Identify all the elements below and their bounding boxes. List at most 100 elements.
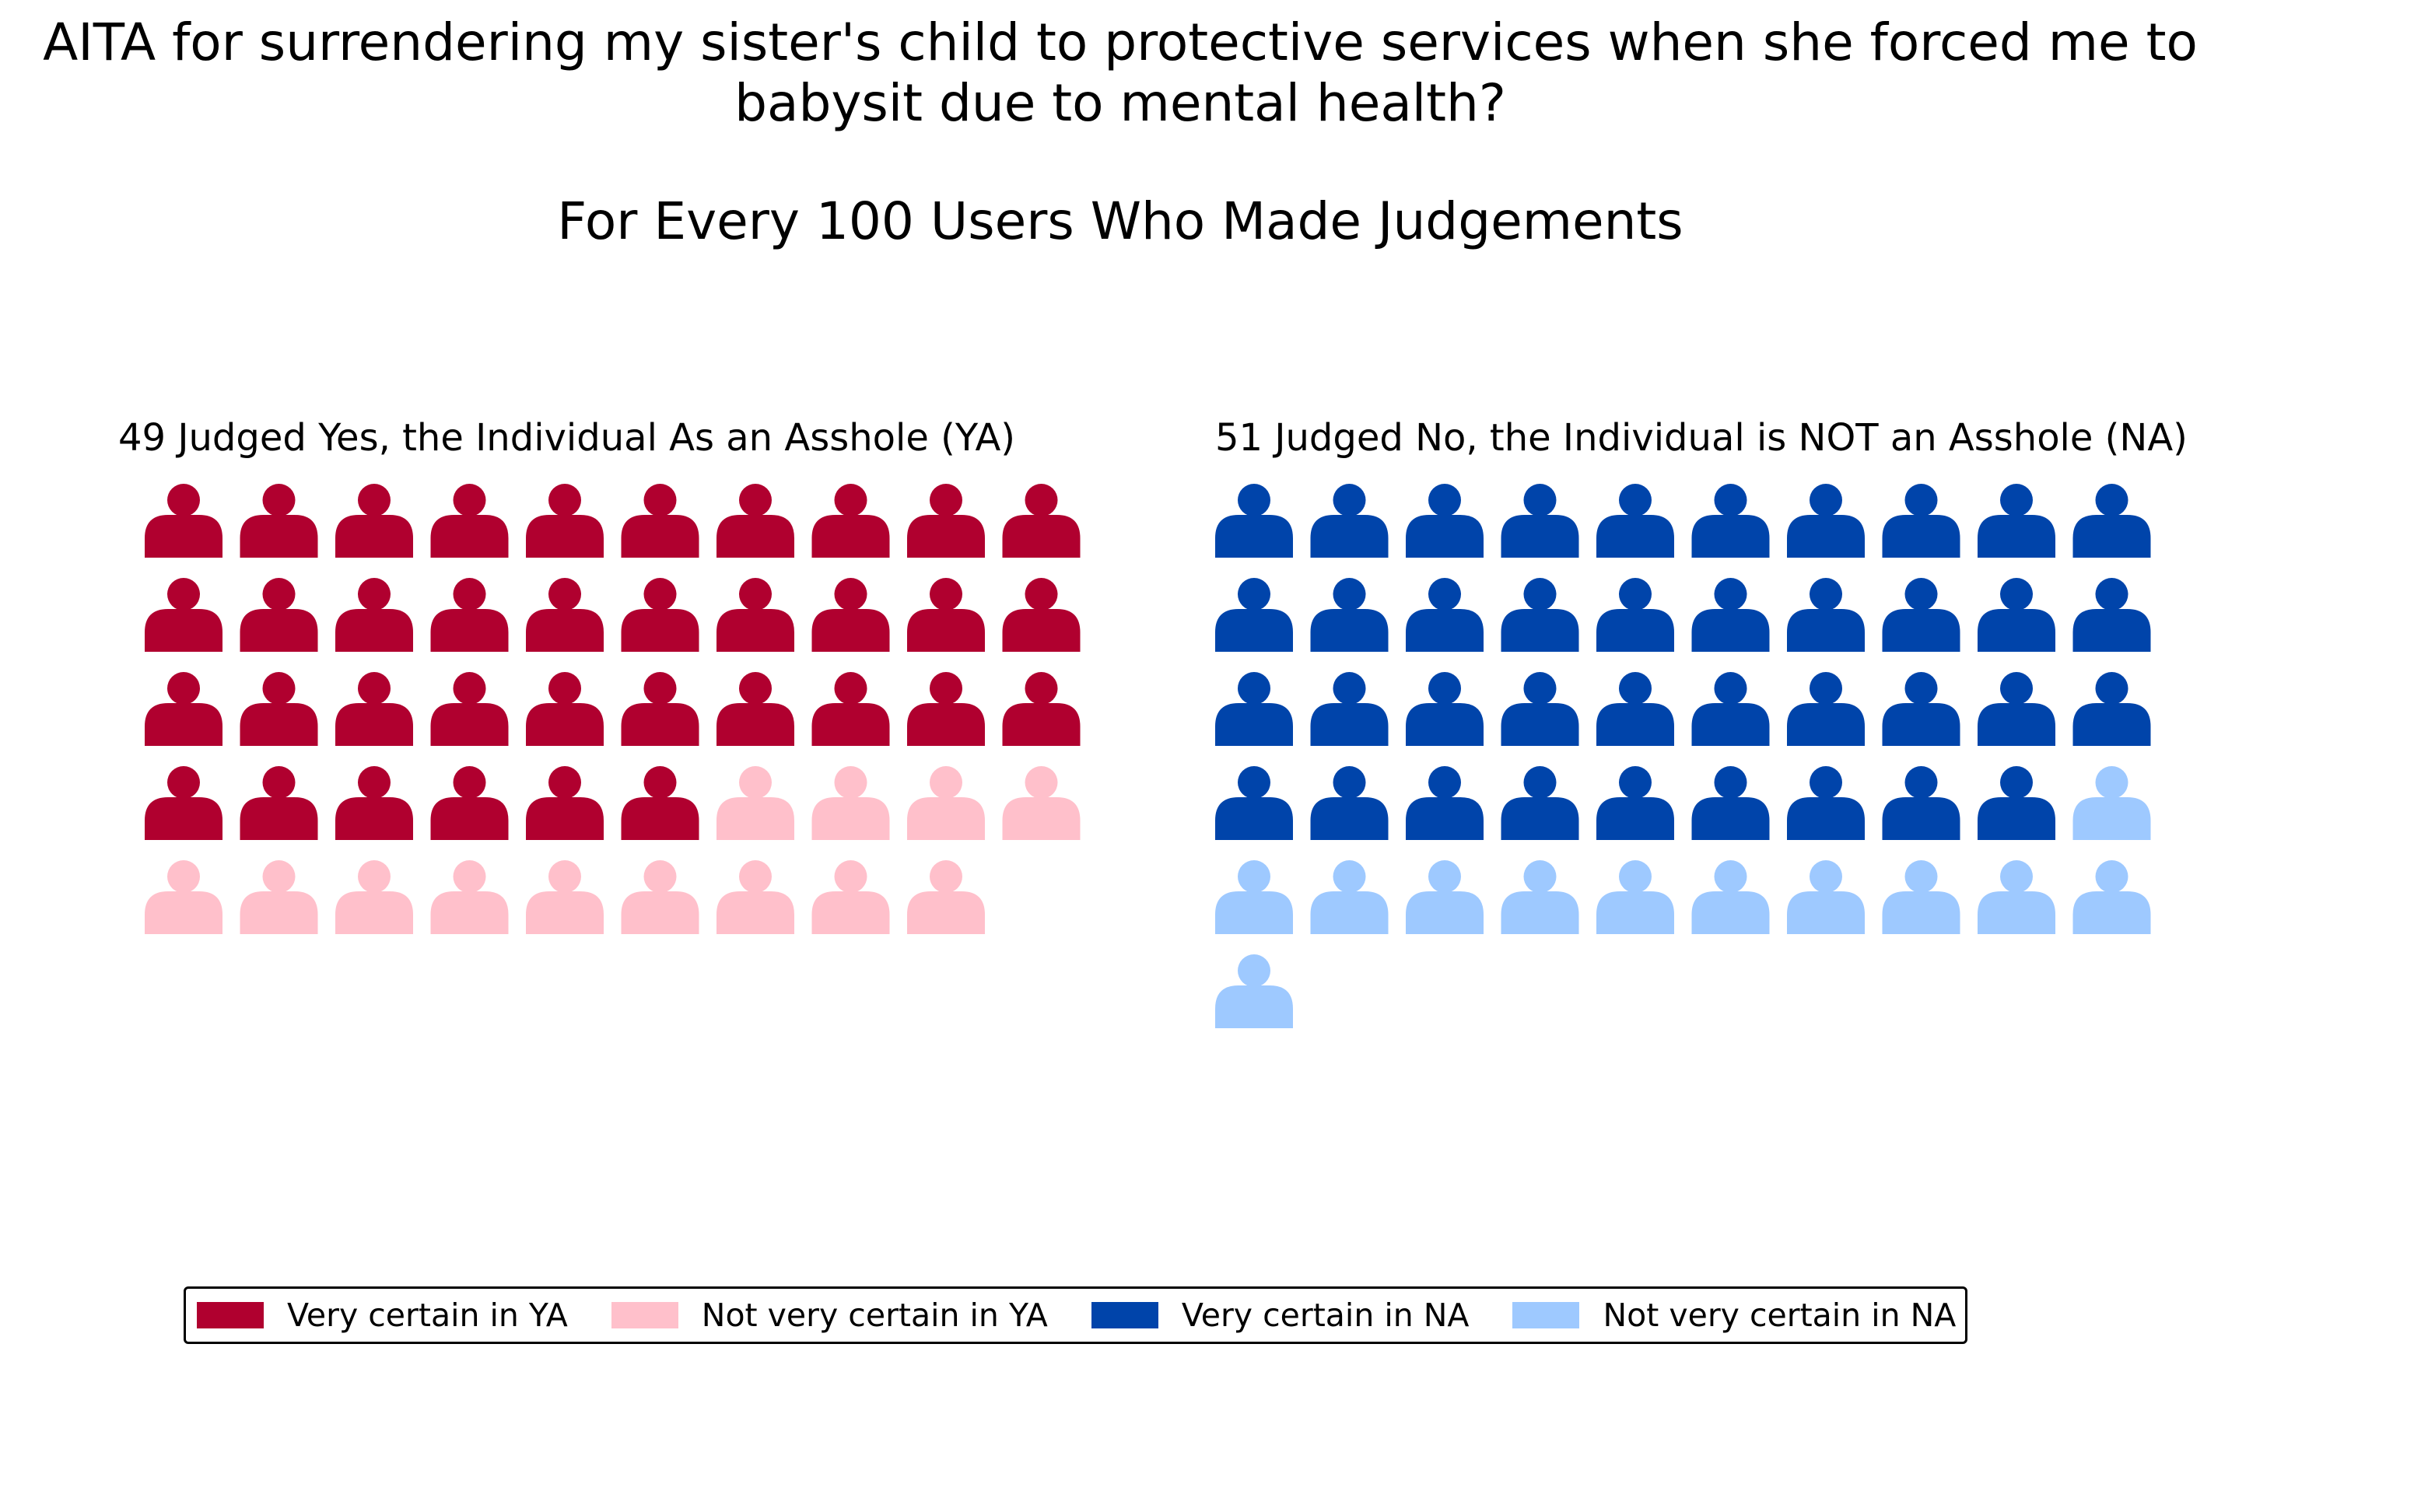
person-icon-head [834,766,867,799]
person-icon-head [1810,766,1842,799]
person-icon-body [1882,891,1960,934]
ya-person-icon-very-certain [145,484,222,558]
legend-item-very-certain-na: Very certain in NA [1091,1297,1470,1334]
person-icon-body [526,891,604,934]
ya-person-icon-not-very-certain [716,766,794,840]
person-icon-head [739,860,772,893]
ya-person-icon-very-certain [1002,578,1081,652]
ya-person-icon-not-very-certain [716,860,794,934]
na-person-icon-very-certain [1215,578,1293,652]
person-icon-head [1025,766,1058,799]
person-icon-head [1333,578,1366,611]
person-icon-body [1310,703,1389,746]
na-person-icon-not-very-certain [1215,954,1293,1028]
person-icon-body [1406,609,1484,652]
person-icon-head [834,484,867,516]
person-icon-body [430,891,509,934]
person-icon-body [240,797,318,840]
person-icon-body [1787,891,1865,934]
ya-person-icon-very-certain [335,484,413,558]
person-icon-body [1978,891,2055,934]
person-icon-head [834,578,867,611]
person-icon-head [262,860,296,893]
ya-person-icon-very-certain [811,484,890,558]
person-icon-body [1310,609,1389,652]
person-icon-body [240,515,318,558]
na-person-icon-very-certain [1310,672,1389,746]
ya-person-icon-very-certain [811,672,890,746]
na-person-icon-very-certain [1596,578,1674,652]
person-icon-body [1691,797,1770,840]
person-icon-head [2095,578,2128,611]
person-icon-head [1523,766,1557,799]
chart-legend: Very certain in YA Not very certain in Y… [184,1286,1968,1344]
person-icon-body [240,609,318,652]
person-icon-head [1904,766,1938,799]
ya-person-icon-very-certain [430,766,509,840]
person-icon-body [1501,797,1579,840]
person-icon-body [716,609,794,652]
ya-person-icon-not-very-certain [430,860,509,934]
na-person-icon-not-very-certain [1978,860,2055,934]
person-icon-head [1619,672,1652,705]
person-icon-body [621,891,699,934]
ya-person-icon-very-certain [145,672,222,746]
person-icon-head [262,578,296,611]
person-icon-body [145,797,222,840]
person-icon-head [739,484,772,516]
legend-label-very-certain-na: Very certain in NA [1181,1297,1470,1334]
person-icon-head [453,578,486,611]
ya-person-icon-very-certain [145,578,222,652]
person-icon-head [1619,484,1652,516]
na-person-icon-very-certain [1596,484,1674,558]
person-icon-body [1215,515,1293,558]
person-icon-body [1215,797,1293,840]
person-icon-head [1238,672,1270,705]
na-person-icon-very-certain [1406,672,1484,746]
person-icon-body [621,515,699,558]
ya-person-icon-not-very-certain [907,860,985,934]
person-icon-body [335,703,413,746]
na-person-icon-not-very-certain [1787,860,1865,934]
ya-person-icon-very-certain [1002,484,1081,558]
ya-person-icon-very-certain [145,766,222,840]
na-person-icon-very-certain [1978,672,2055,746]
person-icon-head [1904,672,1938,705]
ya-person-icon-very-certain [621,484,699,558]
na-person-icon-very-certain [2072,578,2151,652]
ya-person-icon-not-very-certain [907,766,985,840]
person-icon-body [811,703,890,746]
person-icon-body [811,609,890,652]
person-icon-head [930,672,962,705]
person-icon-body [1596,515,1674,558]
legend-item-not-very-certain-na: Not very certain in NA [1512,1297,1956,1334]
person-icon-body [907,609,985,652]
na-person-icon-very-certain [1882,672,1960,746]
ya-person-icon-very-certain [621,672,699,746]
person-icon-head [2000,860,2033,893]
person-icon-body [1596,797,1674,840]
na-person-icon-very-certain [2072,672,2151,746]
person-icon-head [1714,578,1747,611]
person-icon-head [1523,578,1557,611]
person-icon-body [1978,515,2055,558]
person-icon-body [1787,703,1865,746]
ya-person-icon-not-very-certain [335,860,413,934]
person-icon-body [1978,703,2055,746]
person-icon-body [1882,515,1960,558]
person-icon-body [335,891,413,934]
person-icon-head [1428,484,1461,516]
person-icon-body [1882,703,1960,746]
person-icon-head [2095,860,2128,893]
ya-person-icon-very-certain [716,672,794,746]
person-icon-body [1501,891,1579,934]
person-icon-head [739,672,772,705]
person-icon-head [1714,766,1747,799]
person-icon-body [240,703,318,746]
person-icon-head [930,860,962,893]
person-icon-head [1810,860,1842,893]
na-person-icon-very-certain [1596,766,1674,840]
na-person-icon-very-certain [2072,484,2151,558]
legend-label-not-very-certain-ya: Not very certain in YA [701,1297,1048,1334]
person-icon-body [2072,609,2151,652]
